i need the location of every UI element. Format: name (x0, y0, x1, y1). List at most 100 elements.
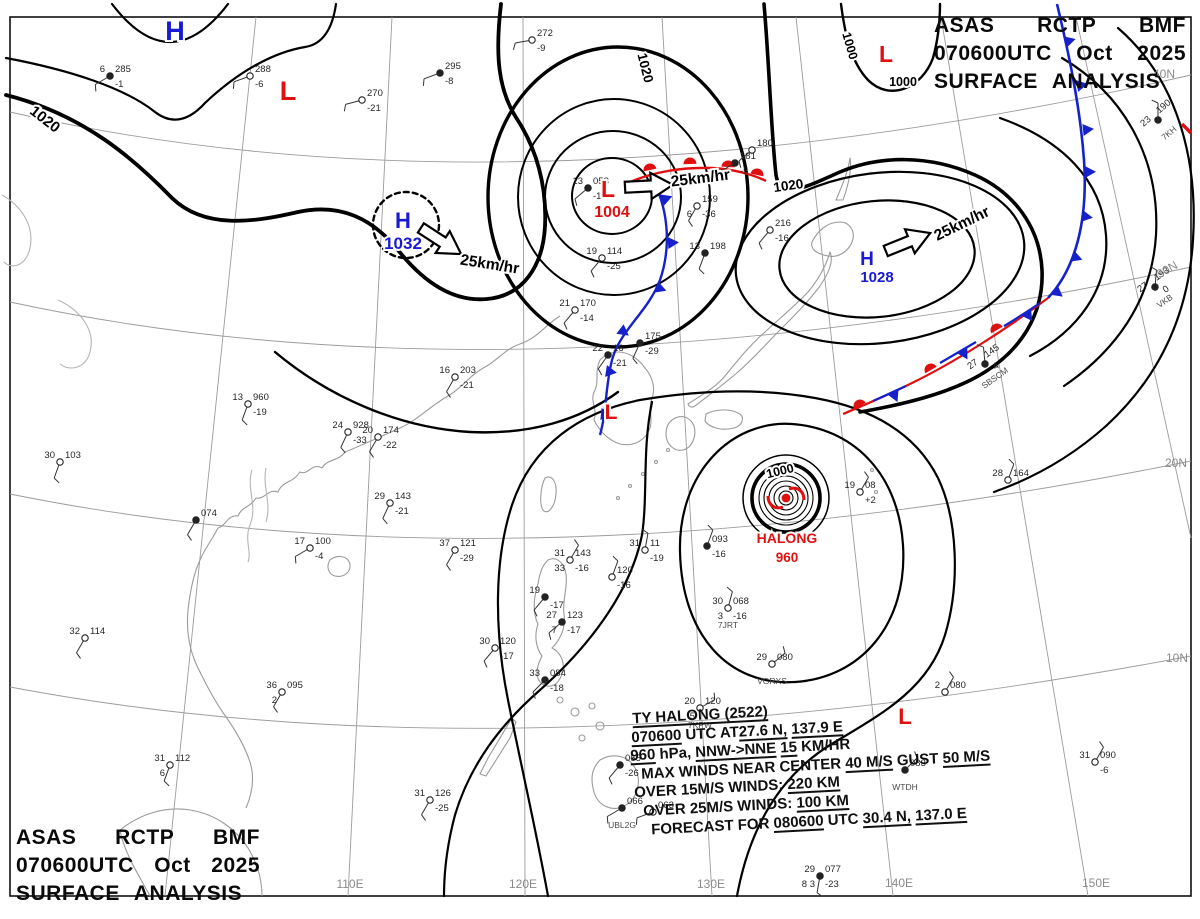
isobar-label: 1020 (772, 176, 804, 195)
station-pressure: 090 (1100, 750, 1116, 761)
title-word: 2025 (211, 854, 260, 877)
station-dewpoint: -21 (395, 506, 409, 517)
station-temp: 20 (362, 425, 373, 436)
station-pressure: 100 (315, 536, 331, 547)
station-temp: 31 (1079, 750, 1090, 761)
station-extra: 8 3 (802, 879, 815, 890)
station-dewpoint: -21 (460, 380, 474, 391)
station-pressure: 123 (567, 610, 583, 621)
pressure-value: 1028 (860, 269, 893, 286)
station-pressure: 120 (617, 565, 633, 576)
motion-arrow (879, 219, 937, 265)
station-plot: 063 (635, 800, 674, 825)
station-dewpoint: -19 (253, 407, 267, 418)
station-dewpoint: -5 (740, 166, 748, 177)
title-word: 2025 (1137, 42, 1186, 65)
pressure-letter: L (879, 41, 893, 67)
station-plot: 31 112 6 (154, 753, 190, 787)
graticule-label: 110E (336, 877, 363, 891)
graticule-label: 40N (1153, 67, 1175, 81)
fronts (598, 3, 1193, 436)
warm-front (627, 166, 767, 185)
station-dewpoint: -23 (825, 879, 839, 890)
front-edge-mark (1180, 122, 1193, 135)
pressure-value: 1032 (384, 234, 422, 253)
station-pressure: 066 (627, 796, 643, 807)
station-plot: 093-16 (703, 524, 728, 560)
station-plot: 175-29 (632, 331, 661, 365)
station-pressure: 074 (201, 508, 217, 519)
station-pressure: 095 (287, 680, 303, 691)
station-temp: 32 (69, 626, 80, 637)
station-plot: 272-9 (512, 28, 553, 54)
dashed-high-circle (371, 190, 441, 260)
graticule-label: 130E (697, 877, 725, 891)
graticule-label: 120E (509, 877, 537, 891)
station-plot: 22 16 -21 (592, 343, 627, 376)
station-temp: 29 (804, 864, 815, 875)
station-temp: 19 (844, 480, 855, 491)
isobar-label: 1000 (765, 461, 795, 481)
pressure-center-h: H (163, 14, 187, 48)
station-pressure: 928 (353, 420, 369, 431)
station-dewpoint: -21 (613, 358, 627, 369)
station-pressure: 065 (625, 753, 641, 764)
isobar-label: 1000 (889, 75, 917, 89)
station-plot: 19 114 -25 (586, 246, 622, 278)
station-temp: 31 (414, 788, 425, 799)
title-word: ASAS (934, 14, 995, 37)
station-plot: 13 053 -13 (572, 176, 609, 206)
station-pressure: 08 (865, 480, 876, 491)
station-callsign: WTDH (892, 782, 918, 792)
station-plot: 13 960 -19 (232, 392, 269, 426)
station-plot: 2 080 (935, 671, 966, 696)
graticule-label: 20N (1165, 456, 1187, 470)
station-pressure: 121 (460, 538, 476, 549)
station-dewpoint: -17 (500, 651, 514, 662)
station-plot: 33 084 -18 (529, 668, 566, 699)
title-block-top-right: ASAS RCTP BMF 070600UTC Oct 2025 SURFACE ANALYS… (934, 12, 1186, 96)
graticule-label: 150E (1082, 876, 1110, 890)
station-plot: 066 UBL2G (606, 796, 643, 830)
pressure-center-l: L (877, 39, 895, 69)
station-plot: 13 198 (689, 241, 726, 275)
station-plot: 180 (738, 138, 773, 168)
station-plot: 29 077 -23 8 3 (802, 864, 841, 898)
isobar-label: 1000 (839, 31, 860, 62)
station-pressure: 120 (500, 636, 516, 647)
station-plot: 21 170 -14 (559, 298, 596, 330)
station-dewpoint: -8 (445, 76, 453, 87)
station-pressure: 203 (460, 365, 476, 376)
station-dewpoint: -21 (367, 103, 381, 114)
station-dewpoint: -4 (315, 551, 323, 562)
typhoon-pressure-label: 960 (776, 550, 799, 565)
station-pressure: 083 (910, 758, 926, 769)
station-pressure: 114 (90, 626, 105, 637)
station-dewpoint: 4 (991, 361, 1002, 373)
station-plot: 181-5 (719, 151, 756, 179)
station-pressure: 159 (702, 194, 718, 205)
station-temp: 21 (559, 298, 570, 309)
station-extra: 3 (718, 611, 723, 622)
station-pressure: 288 (255, 64, 271, 75)
title-block-bottom-left: ASAS RCTP BMF 070600UTC Oct 2025 SURFACE ANALYS… (16, 824, 260, 908)
station-temp: 31 (154, 753, 165, 764)
station-dewpoint: 0 (1161, 284, 1172, 296)
station-pressure: 093 (712, 534, 728, 545)
station-pressure: 145 (982, 342, 1001, 360)
station-pressure: 080 (777, 652, 793, 663)
station-extra: 33 (554, 563, 565, 574)
station-pressure: 960 (253, 392, 269, 403)
station-plot: 19 -17 (529, 585, 564, 617)
station-extra: 5 (690, 711, 695, 722)
station-pressure: 295 (445, 61, 461, 72)
station-dewpoint: -9 (537, 43, 545, 54)
typhoon-info-box: TY HALONG (2522) 070600 UTC AT27.6 N, 137… (598, 692, 991, 842)
station-plot: 31 11 -19 (629, 528, 664, 564)
station-plot: 32 114 (69, 626, 105, 659)
station-dewpoint: -6 (255, 79, 263, 90)
station-temp: 37 (439, 538, 450, 549)
station-plot: 19 08 +2 (844, 471, 876, 506)
